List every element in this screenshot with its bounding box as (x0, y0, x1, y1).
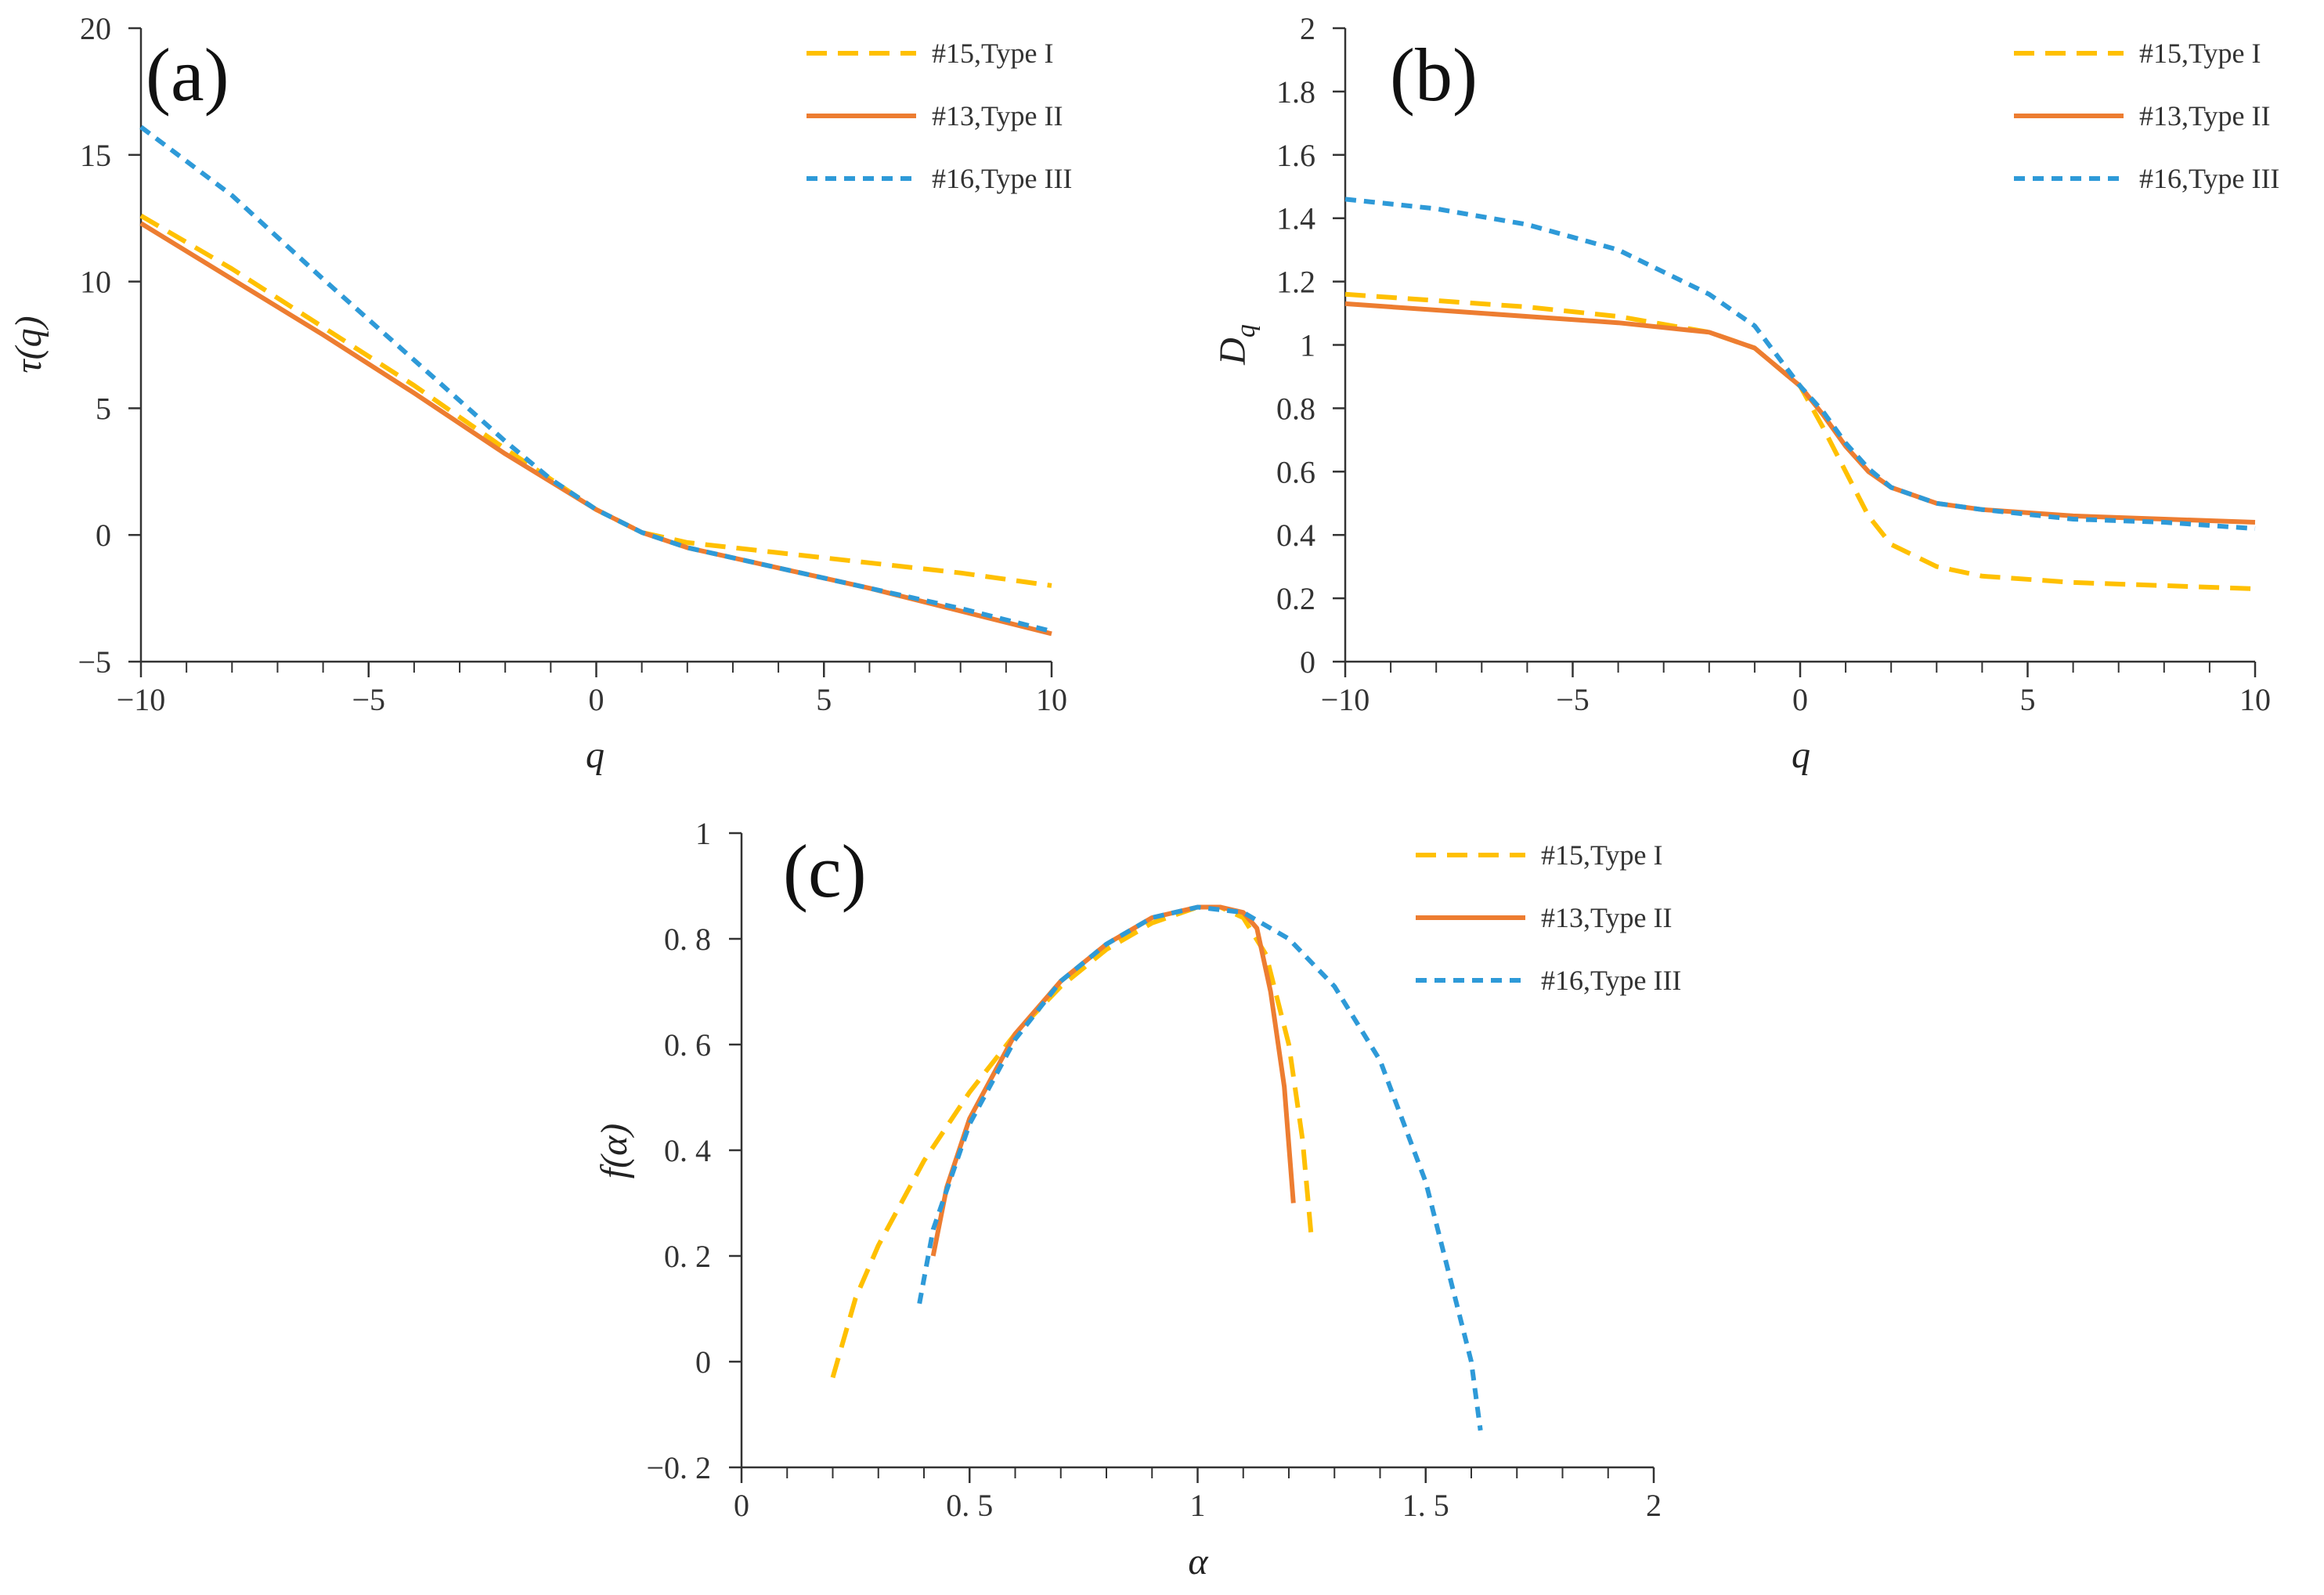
legend-label: #15,Type I (2139, 38, 2261, 69)
y-tick-label: 0. 4 (664, 1133, 711, 1168)
series-line-3 (917, 904, 1483, 1431)
y-tick-label: 0.6 (1276, 454, 1315, 489)
x-tick-label: 5 (2020, 682, 2036, 717)
y-tick-label: 20 (80, 11, 111, 46)
y-tick-label: 0 (1300, 644, 1315, 680)
y-tick-label: 1.4 (1276, 201, 1315, 236)
y-tick-label: 0.8 (1276, 391, 1315, 426)
legend-label: #16,Type III (1541, 965, 1681, 996)
series-line-1 (830, 904, 1315, 1379)
x-tick-label: −10 (1321, 682, 1370, 717)
y-tick-label: 2 (1300, 11, 1315, 46)
y-axis-label: Dq (1212, 324, 1261, 366)
series-line-2 (1344, 301, 2256, 525)
series-line-2 (139, 221, 1052, 637)
series-line-1 (139, 213, 1052, 588)
chart-b: −10 −5 0 5 10 0 0.2 0.4 0.6 0.8 1 1.2 1.4 1.6 1.8 2 q Dq (… (1212, 11, 2279, 776)
y-tick-label: 0.2 (1276, 581, 1315, 616)
y-tick-label: 0. 8 (664, 922, 711, 957)
series-line-3 (139, 124, 1052, 634)
y-tick-label: 10 (80, 265, 111, 300)
legend-label: #13,Type II (932, 100, 1063, 132)
y-tick-label: 1 (1300, 328, 1315, 363)
x-axis-label: q (1792, 734, 1810, 776)
x-axis-label: α (1188, 1541, 1208, 1582)
legend-label: #13,Type II (1541, 902, 1672, 933)
y-axis-label: f(α) (594, 1124, 635, 1179)
panel-label: (a) (146, 33, 229, 117)
y-tick-label: 0. 2 (664, 1239, 711, 1274)
x-tick-label: 1. 5 (1402, 1488, 1449, 1523)
x-tick-label: 0 (734, 1488, 749, 1523)
x-tick-label: 10 (2239, 682, 2271, 717)
y-tick-label: 0 (695, 1344, 711, 1380)
x-tick-label: 0 (1792, 682, 1808, 717)
y-tick-label: 0 (96, 518, 111, 553)
chart-c: 0 0. 5 1 1. 5 2 −0. 2 0 0. 2 0. 4 0. 6 0. 8 1 α f(α) (… (594, 816, 1681, 1582)
legend-label: #15,Type I (932, 38, 1053, 69)
y-tick-label: 1.6 (1276, 138, 1315, 173)
panel-label: (c) (783, 829, 867, 913)
x-axis-label: q (586, 734, 604, 776)
y-tick-label: 1.2 (1276, 265, 1315, 300)
legend-label: #15,Type I (1541, 839, 1662, 871)
legend-label: #16,Type III (2139, 163, 2279, 194)
y-tick-label: 1 (695, 816, 711, 851)
series-line-2 (930, 904, 1296, 1257)
x-tick-label: 2 (1646, 1488, 1662, 1523)
x-tick-label: −10 (117, 682, 166, 717)
y-tick-label: 5 (96, 391, 111, 426)
y-tick-label: 1.8 (1276, 74, 1315, 110)
x-tick-label: 0. 5 (946, 1488, 993, 1523)
y-tick-label: 0. 6 (664, 1027, 711, 1063)
y-axis-label: τ(q) (8, 316, 49, 373)
y-tick-label: 0.4 (1276, 518, 1315, 553)
x-tick-label: −5 (352, 682, 385, 717)
panel-label: (b) (1390, 33, 1478, 117)
legend-label: #13,Type II (2139, 100, 2270, 132)
x-tick-label: 1 (1190, 1488, 1206, 1523)
series-line-3 (1344, 197, 2256, 532)
y-tick-label: 15 (80, 138, 111, 173)
y-tick-label: −0. 2 (646, 1450, 711, 1485)
y-tick-label: −5 (78, 644, 111, 680)
x-tick-label: 0 (589, 682, 604, 717)
x-tick-label: 5 (816, 682, 832, 717)
x-tick-label: −5 (1556, 682, 1590, 717)
series-line-1 (1344, 291, 2256, 591)
x-tick-label: 10 (1036, 682, 1067, 717)
legend-label: #16,Type III (932, 163, 1072, 194)
